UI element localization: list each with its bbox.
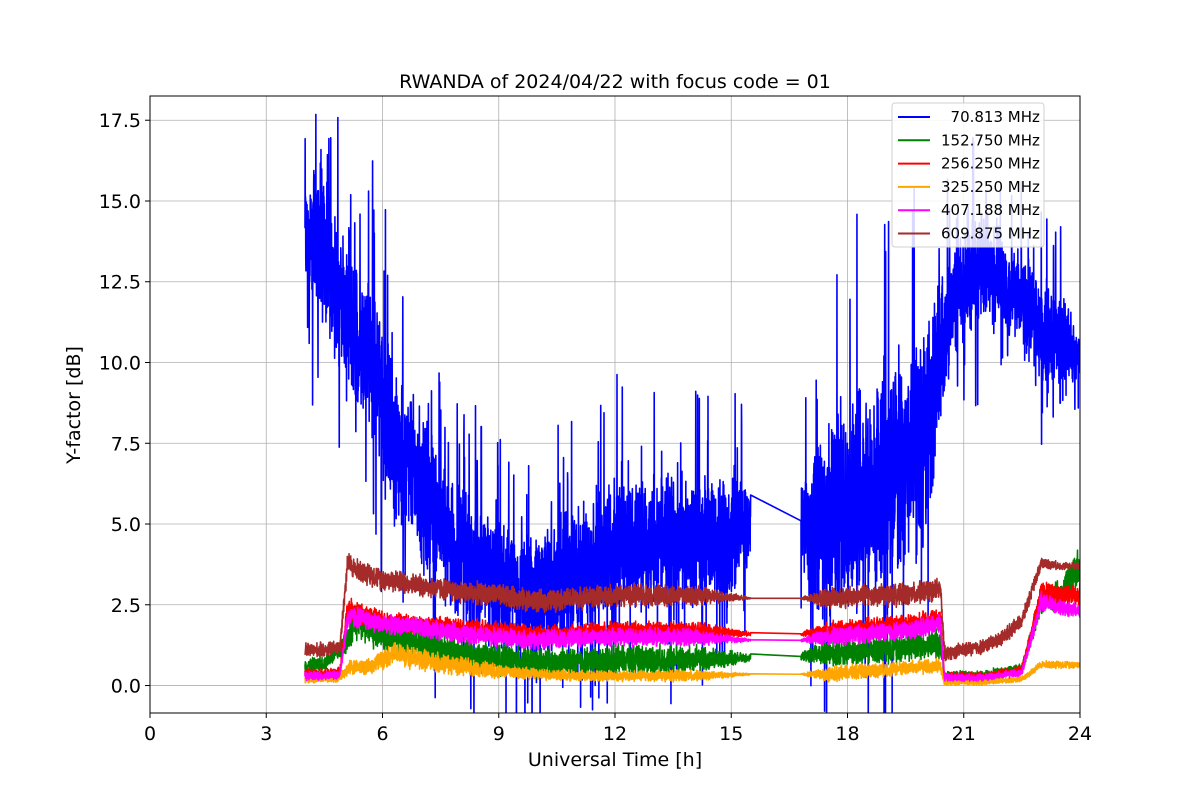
legend-label: 152.750 MHz (941, 131, 1040, 149)
x-tick-label: 9 (493, 723, 505, 745)
series-line (304, 590, 1080, 683)
legend: 70.813 MHz 152.750 MHz 256.250 MHz 325.250 … (891, 102, 1045, 248)
chart-title: RWANDA of 2024/04/22 with focus code = 0… (399, 71, 831, 93)
y-tick-label: 2.5 (111, 595, 141, 617)
legend-label: 325.250 MHz (941, 178, 1040, 196)
x-tick-label: 21 (952, 723, 976, 745)
x-tick-label: 0 (144, 723, 156, 745)
legend-label: 70.813 MHz (941, 108, 1040, 126)
y-tick-label: 17.5 (99, 110, 141, 132)
x-tick-label: 24 (1068, 723, 1092, 745)
y-tick-label: 15.0 (99, 191, 141, 213)
legend-label: 407.188 MHz (941, 201, 1040, 219)
legend-label: 256.250 MHz (941, 155, 1040, 173)
x-tick-label: 3 (260, 723, 272, 745)
y-tick-label: 0.0 (111, 676, 141, 698)
y-tick-label: 5.0 (111, 514, 141, 536)
y-tick-label: 7.5 (111, 433, 141, 455)
series-layer (304, 113, 1080, 713)
x-tick-label: 12 (603, 723, 627, 745)
y-axis-label: Y-factor [dB] (63, 346, 85, 465)
x-tick-label: 18 (835, 723, 859, 745)
y-tick-label: 12.5 (99, 272, 141, 294)
series-line (304, 552, 1080, 662)
x-tick-label: 6 (376, 723, 388, 745)
ticks: 0 3 6 9 12 15 18 21 24 0.0 2.5 5.0 7.5 10.0 12.5 15.0 17… (99, 110, 1092, 745)
series-line (304, 113, 1080, 713)
x-axis-label: Universal Time [h] (528, 749, 702, 771)
legend-label: 609.875 MHz (941, 225, 1040, 243)
series-line (304, 642, 1080, 687)
x-tick-label: 15 (719, 723, 743, 745)
y-tick-label: 10.0 (99, 353, 141, 375)
